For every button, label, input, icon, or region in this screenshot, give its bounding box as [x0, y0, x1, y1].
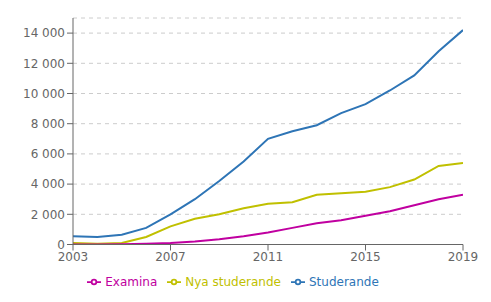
svg-text:10 000: 10 000	[23, 87, 65, 101]
svg-text:0: 0	[57, 238, 65, 252]
svg-text:2015: 2015	[350, 250, 381, 264]
svg-text:2003: 2003	[58, 250, 89, 264]
svg-text:2 000: 2 000	[31, 208, 65, 222]
svg-text:4 000: 4 000	[31, 177, 65, 191]
html-text:Studerande: Studerande	[309, 274, 379, 289]
svg-text:8 000: 8 000	[31, 117, 65, 131]
svg-text:2007: 2007	[155, 250, 186, 264]
html-text:Examina: Examina	[105, 274, 158, 289]
svg-text:12 000: 12 000	[23, 57, 65, 71]
svg-text:2011: 2011	[253, 250, 284, 264]
svg-text:6 000: 6 000	[31, 147, 65, 161]
svg-text:14 000: 14 000	[23, 26, 65, 40]
html-text:Nya studerande: Nya studerande	[185, 274, 281, 289]
svg-text:2019: 2019	[448, 250, 479, 264]
